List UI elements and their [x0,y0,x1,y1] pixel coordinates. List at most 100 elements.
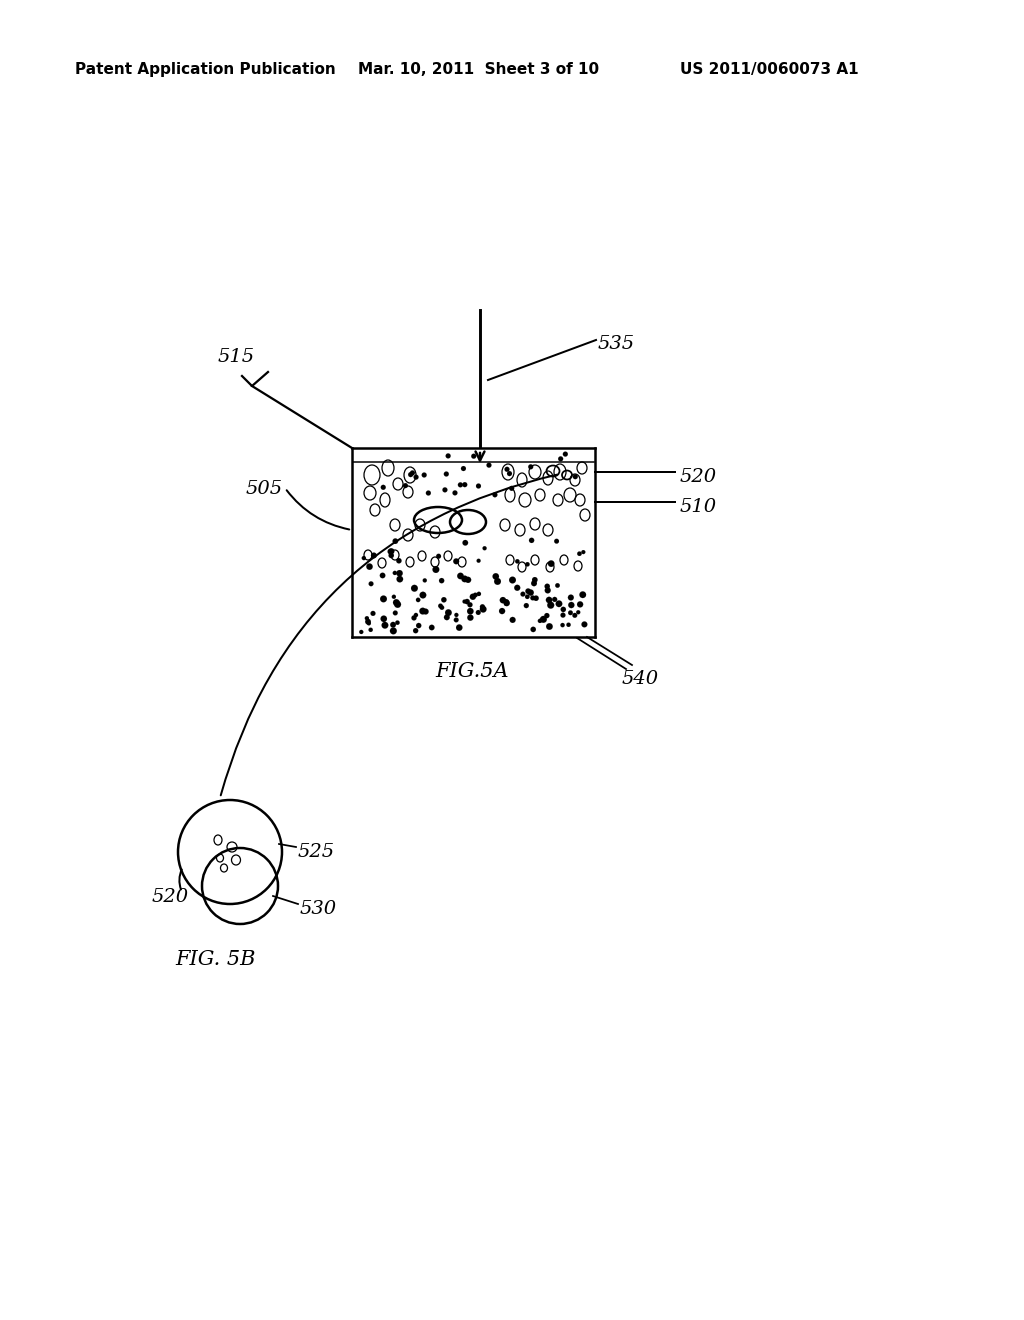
Ellipse shape [438,603,442,609]
Ellipse shape [423,578,427,582]
Ellipse shape [556,601,562,607]
Ellipse shape [560,623,564,627]
Ellipse shape [361,556,366,560]
Ellipse shape [509,577,516,583]
Ellipse shape [477,591,481,597]
Ellipse shape [454,618,459,622]
Ellipse shape [453,491,458,495]
Ellipse shape [534,595,539,601]
Ellipse shape [493,573,499,579]
Ellipse shape [482,546,486,550]
Ellipse shape [558,457,563,462]
Ellipse shape [432,566,439,573]
Ellipse shape [505,467,510,471]
Ellipse shape [380,595,387,602]
Ellipse shape [545,587,551,594]
Ellipse shape [413,628,418,634]
Ellipse shape [480,606,486,612]
Ellipse shape [520,591,525,597]
Text: Mar. 10, 2011  Sheet 3 of 10: Mar. 10, 2011 Sheet 3 of 10 [358,62,599,77]
Ellipse shape [530,627,536,632]
Ellipse shape [538,619,542,623]
Ellipse shape [393,570,397,576]
Ellipse shape [409,473,413,477]
Ellipse shape [393,599,399,606]
Ellipse shape [465,577,471,583]
Ellipse shape [525,594,529,599]
Ellipse shape [462,576,468,582]
Ellipse shape [411,585,418,591]
Ellipse shape [473,593,478,598]
Text: US 2011/0060073 A1: US 2011/0060073 A1 [680,62,859,77]
Ellipse shape [566,623,570,627]
Ellipse shape [365,616,369,620]
Text: FIG.5A: FIG.5A [435,663,509,681]
Ellipse shape [572,474,578,479]
Ellipse shape [548,561,554,566]
Ellipse shape [495,578,501,585]
Ellipse shape [547,602,554,609]
Ellipse shape [426,491,431,495]
Ellipse shape [504,602,508,606]
Ellipse shape [396,558,401,564]
Ellipse shape [471,454,476,458]
Ellipse shape [367,564,373,570]
Ellipse shape [444,614,450,620]
Ellipse shape [507,471,512,477]
Ellipse shape [359,630,364,634]
Ellipse shape [560,607,566,612]
Ellipse shape [465,599,470,605]
Ellipse shape [568,602,574,609]
Ellipse shape [515,560,519,564]
Ellipse shape [500,597,506,603]
Text: Patent Application Publication: Patent Application Publication [75,62,336,77]
Ellipse shape [525,589,530,594]
Ellipse shape [568,594,573,601]
Ellipse shape [394,601,401,607]
Ellipse shape [443,471,449,477]
Ellipse shape [493,492,498,498]
Ellipse shape [555,583,560,587]
Ellipse shape [436,554,441,558]
Ellipse shape [420,607,426,614]
Ellipse shape [381,615,387,622]
Ellipse shape [532,577,538,582]
Text: 520: 520 [152,888,189,906]
Ellipse shape [371,611,376,616]
Ellipse shape [369,628,373,632]
Ellipse shape [445,610,452,616]
Ellipse shape [402,483,408,488]
Ellipse shape [380,573,385,578]
Text: 535: 535 [598,335,635,352]
Ellipse shape [388,549,393,554]
Ellipse shape [390,622,396,627]
Ellipse shape [544,612,550,618]
Ellipse shape [582,550,586,554]
Ellipse shape [422,473,427,478]
Ellipse shape [578,552,582,556]
Ellipse shape [540,616,547,623]
Ellipse shape [577,610,581,614]
Ellipse shape [546,623,553,630]
Text: 525: 525 [298,843,335,861]
Ellipse shape [552,597,557,602]
Ellipse shape [455,612,459,616]
Ellipse shape [457,573,464,579]
Ellipse shape [514,585,520,591]
Text: 510: 510 [680,498,717,516]
Ellipse shape [441,597,446,602]
Ellipse shape [381,484,386,490]
Ellipse shape [420,591,426,598]
Ellipse shape [414,612,418,618]
Text: 515: 515 [218,348,255,366]
Ellipse shape [563,451,568,457]
Ellipse shape [499,609,505,614]
Ellipse shape [582,622,588,627]
Ellipse shape [369,581,374,586]
Ellipse shape [423,609,429,615]
Ellipse shape [456,624,463,631]
Ellipse shape [395,620,399,624]
Ellipse shape [504,599,510,606]
Ellipse shape [568,610,572,615]
Ellipse shape [396,576,403,582]
